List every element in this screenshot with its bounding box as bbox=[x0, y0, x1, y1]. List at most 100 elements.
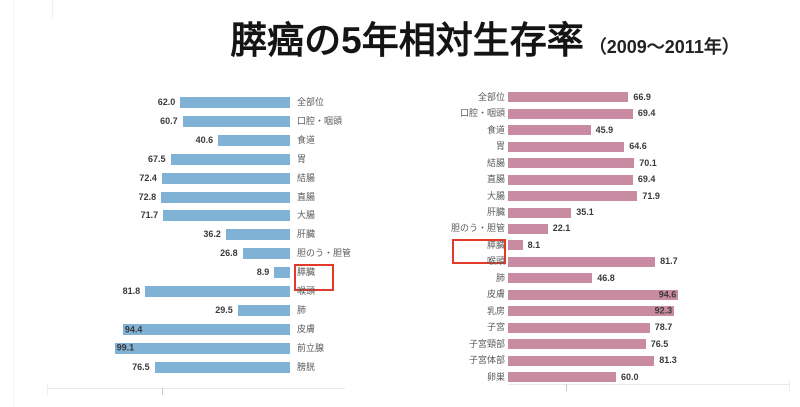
page-title: 膵癌の5年相対生存率 （2009～2011年） bbox=[0, 10, 800, 64]
value-label: 8.1 bbox=[527, 239, 541, 250]
chart-row: 胃 64.6 bbox=[450, 138, 678, 154]
chart-row: 72.8 直腸 bbox=[47, 188, 344, 207]
value-label: 26.8 bbox=[220, 248, 238, 259]
category-label: 食道 bbox=[486, 124, 505, 135]
category-label: 肝臓 bbox=[297, 229, 316, 240]
value-label: 62.0 bbox=[157, 96, 176, 107]
value-label: 22.1 bbox=[552, 223, 571, 234]
value-label: 81.3 bbox=[659, 355, 677, 366]
category-label: 大腸 bbox=[297, 210, 316, 221]
category-label-cell: 肺 bbox=[290, 301, 344, 320]
chart-row: 36.2 肝臓 bbox=[47, 225, 344, 244]
category-label-cell: 全部位 bbox=[450, 89, 505, 105]
category-label-cell: 直腸 bbox=[450, 171, 505, 187]
category-label-cell: 膵臓 bbox=[290, 263, 344, 291]
chart-row: 67.5 胃 bbox=[47, 150, 344, 169]
female-survival-chart: 全部位 66.9 口腔・咽頭 69.4 食道 45.9 胃 64.6 結腸 70.1 直腸 69.4 大… bbox=[450, 89, 679, 385]
value-label: 81.7 bbox=[660, 256, 678, 267]
category-label-cell: 胆のう・胆管 bbox=[290, 244, 351, 263]
category-label-cell: 子宮 bbox=[450, 320, 505, 336]
slide-edge-mark bbox=[52, 0, 53, 18]
survival-bar bbox=[161, 191, 290, 203]
survival-bar bbox=[508, 322, 650, 333]
survival-bar bbox=[508, 174, 633, 185]
category-label: 膵臓 bbox=[297, 267, 316, 278]
survival-bar bbox=[218, 134, 290, 146]
category-label-cell: 食道 bbox=[450, 122, 505, 138]
chart-row: 8.9 膵臓 bbox=[47, 263, 344, 291]
bar-cell: 46.8 bbox=[508, 273, 615, 284]
chart-row: 結腸 70.1 bbox=[450, 155, 678, 171]
bar-cell: 70.1 bbox=[508, 157, 657, 169]
survival-bar bbox=[508, 273, 593, 284]
survival-bar bbox=[170, 153, 290, 165]
category-label: 口腔・咽頭 bbox=[297, 115, 343, 126]
category-label-cell: 胆のう・胆管 bbox=[450, 221, 505, 237]
bar-cell: 26.8 bbox=[47, 248, 290, 260]
bar-cell: 8.9 bbox=[47, 267, 290, 279]
chart-row: 子宮体部 81.3 bbox=[450, 353, 678, 369]
survival-bar bbox=[145, 286, 290, 298]
category-label-cell: 子宮体部 bbox=[450, 353, 505, 369]
survival-bar bbox=[163, 210, 290, 222]
chart-row: 直腸 69.4 bbox=[450, 171, 678, 187]
chart-row: 72.4 結腸 bbox=[47, 169, 344, 188]
category-label: 膵臓 bbox=[486, 239, 505, 250]
left-axis-tick-mid bbox=[162, 388, 163, 395]
category-label: 子宮頸部 bbox=[468, 338, 505, 349]
category-label-cell: 結腸 bbox=[450, 155, 505, 171]
survival-bar: 99.1 bbox=[114, 342, 290, 354]
chart-row: 子宮頸部 76.5 bbox=[450, 336, 678, 352]
survival-bar bbox=[508, 339, 646, 350]
left-axis-tick-start bbox=[47, 385, 48, 395]
bar-cell: 94.6 bbox=[508, 289, 679, 300]
bar-cell: 71.9 bbox=[508, 191, 660, 202]
bar-cell: 69.4 bbox=[508, 174, 656, 185]
value-label: 29.5 bbox=[215, 305, 233, 316]
category-label: 皮膚 bbox=[297, 324, 316, 335]
bar-cell: 22.1 bbox=[508, 223, 571, 234]
category-label: 喉頭 bbox=[486, 256, 505, 267]
category-label-cell: 肺 bbox=[450, 270, 505, 286]
chart-row: 卵巣 60.0 bbox=[450, 369, 678, 385]
category-label: 口腔・咽頭 bbox=[459, 108, 505, 119]
survival-bar bbox=[508, 158, 635, 169]
bar-cell: 69.4 bbox=[508, 108, 655, 119]
category-label-cell: 大腸 bbox=[290, 207, 344, 226]
category-label-cell: 子宮頸部 bbox=[450, 336, 505, 352]
survival-bar bbox=[274, 267, 290, 279]
category-label-cell: 前立腺 bbox=[290, 339, 344, 358]
survival-bar bbox=[161, 172, 290, 184]
chart-row: 76.5 膀胱 bbox=[47, 358, 344, 377]
bar-cell: 60.0 bbox=[508, 372, 639, 383]
chart-row: 62.0 全部位 bbox=[47, 93, 344, 112]
value-label: 69.4 bbox=[637, 174, 656, 185]
category-label: 全部位 bbox=[477, 91, 505, 102]
bar-cell: 99.1 bbox=[47, 342, 290, 354]
male-survival-chart: 62.0 全部位 60.7 口腔・咽頭 40.6 食道 67.5 胃 72.4 結腸 72.8 直腸 7… bbox=[47, 93, 351, 377]
chart-row: 子宮 78.7 bbox=[450, 320, 678, 336]
value-label: 70.1 bbox=[639, 157, 657, 168]
category-label-cell: 乳房 bbox=[450, 303, 505, 319]
category-label: 乳房 bbox=[486, 305, 505, 316]
chart-row: 40.6 食道 bbox=[47, 131, 344, 150]
value-label: 76.5 bbox=[132, 361, 150, 372]
category-label-cell: 皮膚 bbox=[450, 287, 505, 303]
slide-edge-line bbox=[13, 0, 14, 407]
category-label-cell: 卵巣 bbox=[450, 369, 505, 385]
survival-bar bbox=[237, 305, 290, 317]
pancreas-highlight-box bbox=[294, 263, 334, 291]
value-label: 99.1 bbox=[116, 342, 135, 353]
value-label: 92.3 bbox=[654, 305, 673, 316]
category-label-cell: 皮膚 bbox=[290, 320, 344, 339]
value-label: 71.7 bbox=[140, 210, 159, 221]
category-label: 胃 bbox=[297, 153, 307, 164]
chart-row: 口腔・咽頭 69.4 bbox=[450, 105, 678, 121]
category-label-cell: 結腸 bbox=[290, 169, 344, 188]
category-label: 前立腺 bbox=[297, 342, 325, 353]
survival-bar bbox=[154, 361, 290, 373]
category-label-cell: 膵臓 bbox=[450, 237, 506, 265]
category-label-cell: 肝臓 bbox=[290, 225, 344, 244]
category-label-cell: 全部位 bbox=[290, 93, 344, 112]
survival-bar bbox=[508, 141, 625, 152]
